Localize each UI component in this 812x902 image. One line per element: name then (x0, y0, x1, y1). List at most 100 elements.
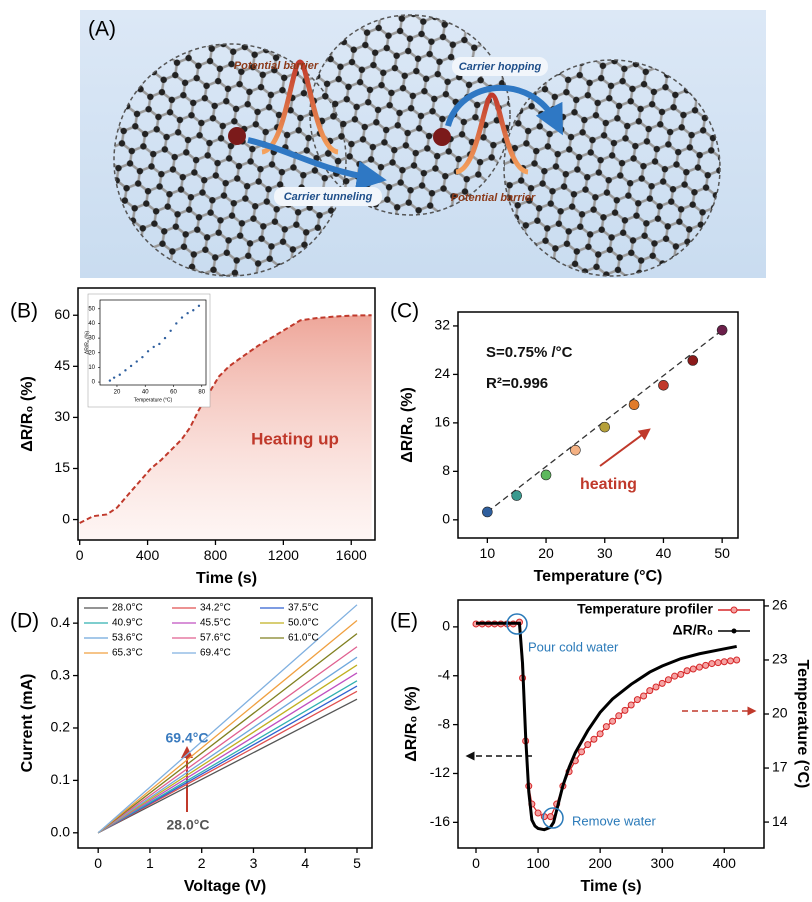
potential-peak (261, 59, 339, 155)
x-tick-label: 300 (651, 855, 675, 871)
annotation: heating (580, 476, 637, 493)
marker (590, 735, 598, 743)
line (97, 620, 358, 834)
y2-tick-label: 17 (772, 759, 788, 775)
line (97, 698, 358, 834)
legend-label: 57.6°C (200, 633, 231, 644)
point (192, 309, 195, 312)
y-tick-label: 8 (442, 462, 450, 478)
legend-label: 65.3°C (112, 648, 143, 659)
y-axis-label: ΔR/R₀ (%) (403, 686, 420, 762)
point (540, 469, 552, 481)
annotation: Potential barrier (234, 60, 319, 72)
point (175, 322, 178, 325)
line (79, 314, 372, 524)
legend-label: 40.9°C (112, 618, 143, 629)
x-tick-label: 200 (588, 855, 612, 871)
line (97, 680, 358, 834)
marker (689, 665, 697, 673)
x-tick-label: 1600 (336, 547, 367, 563)
y-tick-label: 0.3 (51, 666, 71, 682)
y-tick-label: 0 (92, 380, 96, 386)
marker (534, 809, 542, 817)
x-axis-label: Temperature (°C) (134, 397, 173, 403)
y-tick-label: 40 (88, 321, 95, 327)
line (476, 621, 737, 832)
marker (671, 672, 679, 680)
y2-axis-label: Temperature (°C) (794, 660, 811, 789)
marker (708, 660, 716, 668)
point (570, 444, 581, 456)
marker (640, 692, 648, 700)
marker (602, 723, 610, 731)
plot-frame (457, 311, 739, 539)
y-tick-label: 0 (442, 618, 450, 634)
area (79, 315, 372, 540)
y-axis-label: ΔR/R₀ (%) (84, 331, 90, 355)
y2-tick-label: 20 (772, 705, 788, 721)
legend-label: 53.6°C (112, 633, 143, 644)
y-tick-label: 45 (54, 357, 70, 373)
x-tick-label: 50 (714, 545, 730, 561)
annotation: 69.4°C (166, 730, 209, 746)
marker (683, 667, 691, 675)
graphene-sheet (503, 59, 721, 277)
marker (627, 701, 635, 709)
legend-swatch (730, 606, 738, 614)
y2-tick-label: 26 (772, 597, 788, 613)
x-tick-label: 20 (538, 545, 554, 561)
x-tick-label: 100 (526, 855, 550, 871)
y-tick-label: 20 (88, 350, 95, 356)
marker (658, 679, 666, 687)
panel-label: (D) (10, 610, 39, 633)
marker (621, 706, 629, 714)
potential-peak (455, 92, 529, 175)
y-tick-label: -16 (430, 813, 450, 829)
x-tick-label: 20 (114, 389, 121, 395)
point (141, 355, 144, 359)
y-tick-label: 0.0 (51, 824, 71, 840)
x-tick-label: 2 (198, 855, 206, 871)
legend-label: 28.0°C (112, 603, 143, 614)
panel-label: (A) (88, 18, 116, 41)
y-tick-label: 0 (442, 511, 450, 527)
legend-label: 37.5°C (288, 603, 319, 614)
x-tick-label: 800 (204, 547, 228, 563)
x-tick-label: 60 (170, 389, 177, 395)
x-axis-label: Time (s) (580, 878, 641, 895)
annotation: Heating up (251, 429, 339, 448)
y-tick-label: 0.2 (51, 719, 71, 735)
x-tick-label: 1 (146, 855, 154, 871)
marker (664, 676, 672, 684)
marker (596, 730, 604, 738)
x-tick-label: 0 (472, 855, 480, 871)
y-axis-label: ΔR/R₀ (%) (399, 387, 416, 463)
point (186, 311, 189, 315)
marker (720, 658, 728, 666)
annotation: Remove water (572, 813, 656, 828)
point (152, 345, 155, 349)
annotation: Potential barrier (451, 192, 536, 204)
carrier (433, 128, 451, 146)
line (97, 690, 358, 834)
line (97, 633, 358, 834)
line (97, 656, 358, 834)
plot-frame (99, 299, 207, 386)
point (108, 379, 112, 382)
marker (733, 656, 741, 664)
marker (646, 687, 654, 695)
panel-label: (B) (10, 300, 38, 323)
plot-frame (77, 597, 373, 849)
y-tick-label: -4 (438, 666, 451, 682)
x-tick-label: 400 (136, 547, 160, 563)
point (124, 369, 127, 372)
y-tick-label: 32 (434, 317, 450, 333)
x-tick-label: 0 (94, 855, 102, 871)
x-tick-label: 0 (76, 547, 84, 563)
line (97, 604, 358, 834)
label-pill (452, 57, 548, 76)
marker (633, 696, 641, 704)
point (716, 324, 728, 336)
